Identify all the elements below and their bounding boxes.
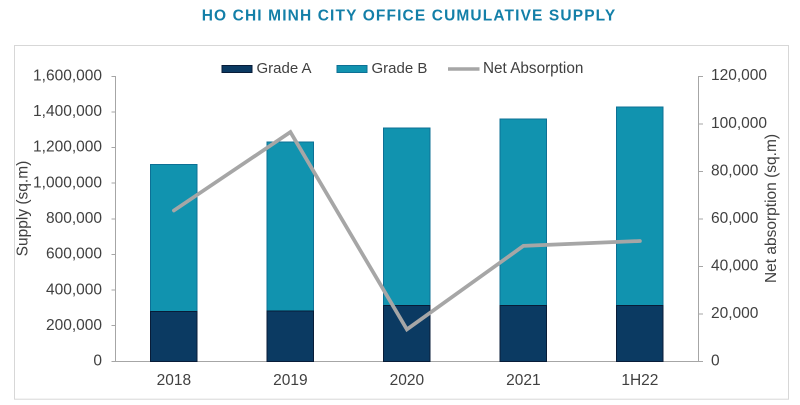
svg-text:60,000: 60,000 — [711, 210, 759, 227]
svg-text:1,000,000: 1,000,000 — [33, 174, 102, 191]
svg-text:200,000: 200,000 — [46, 317, 102, 334]
svg-text:0: 0 — [93, 353, 102, 370]
svg-text:HO CHI MINH CITY OFFICE CUMULA: HO CHI MINH CITY OFFICE CUMULATIVE SUPPL… — [202, 8, 617, 25]
svg-text:20,000: 20,000 — [711, 305, 759, 322]
svg-text:2021: 2021 — [506, 372, 540, 389]
svg-text:Supply (sq.m): Supply (sq.m) — [15, 161, 32, 257]
svg-text:1,600,000: 1,600,000 — [33, 67, 102, 84]
svg-text:40,000: 40,000 — [711, 258, 759, 275]
svg-text:Net Absorption: Net Absorption — [483, 60, 583, 77]
svg-text:1,400,000: 1,400,000 — [33, 103, 102, 120]
svg-text:Grade B: Grade B — [372, 60, 428, 77]
svg-text:2020: 2020 — [390, 372, 425, 389]
svg-text:120,000: 120,000 — [711, 67, 767, 84]
svg-text:600,000: 600,000 — [46, 246, 102, 263]
svg-text:2019: 2019 — [273, 372, 307, 389]
svg-text:Net absorption (sq.m): Net absorption (sq.m) — [763, 134, 780, 283]
svg-text:800,000: 800,000 — [46, 210, 102, 227]
svg-text:100,000: 100,000 — [711, 115, 767, 132]
svg-text:400,000: 400,000 — [46, 281, 102, 298]
svg-text:1H22: 1H22 — [621, 372, 658, 389]
svg-text:1,200,000: 1,200,000 — [33, 139, 102, 156]
svg-text:Grade A: Grade A — [257, 60, 312, 77]
svg-text:80,000: 80,000 — [711, 162, 759, 179]
svg-text:2018: 2018 — [157, 372, 191, 389]
svg-text:0: 0 — [711, 353, 720, 370]
